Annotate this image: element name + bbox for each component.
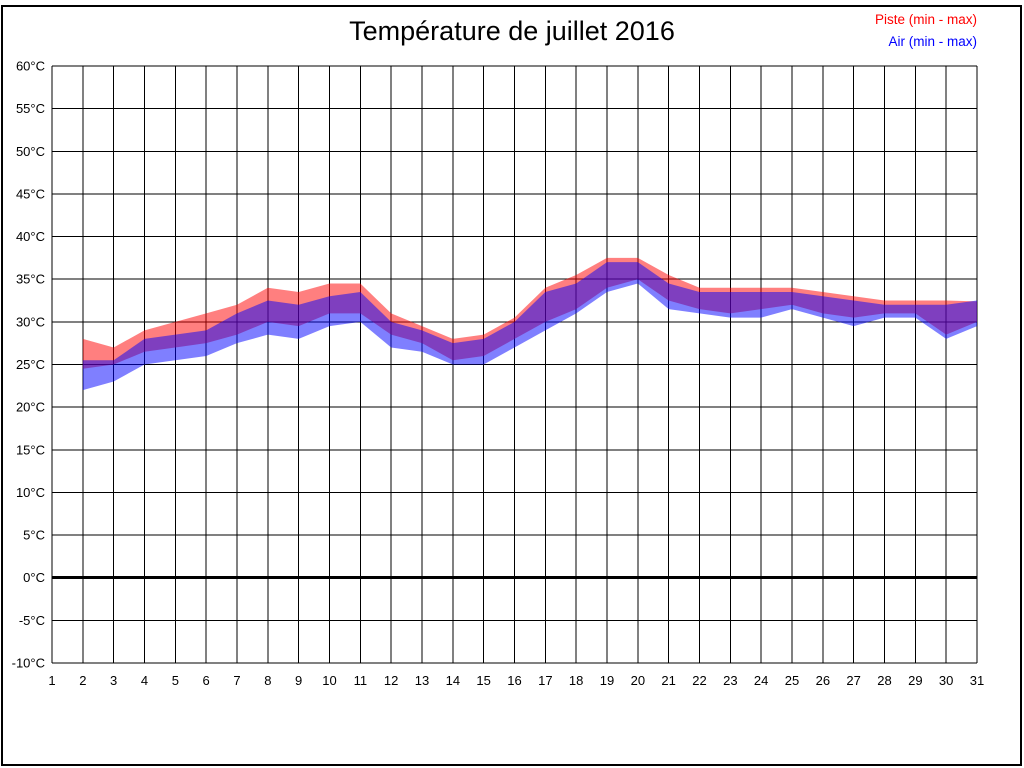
x-axis-tick-label: 27 xyxy=(846,673,860,688)
y-axis-tick-label: 50°C xyxy=(16,144,45,159)
y-axis-tick-label: 40°C xyxy=(16,229,45,244)
y-axis-tick-label: 10°C xyxy=(16,485,45,500)
x-axis-tick-label: 1 xyxy=(48,673,55,688)
y-axis-tick-label: 15°C xyxy=(16,442,45,457)
x-axis-tick-label: 11 xyxy=(354,673,368,688)
y-axis-tick-label: -5°C xyxy=(19,613,45,628)
x-axis-tick-label: 24 xyxy=(754,673,768,688)
x-axis-tick-label: 25 xyxy=(785,673,799,688)
x-axis-tick-label: 5 xyxy=(172,673,179,688)
y-axis-tick-label: 5°C xyxy=(23,528,45,543)
x-axis-tick-label: 15 xyxy=(476,673,490,688)
x-axis-tick-label: 13 xyxy=(415,673,429,688)
x-axis-tick-label: 8 xyxy=(264,673,271,688)
legend-item-piste: Piste (min - max) xyxy=(874,12,977,27)
y-axis-tick-label: 55°C xyxy=(16,101,45,116)
chart-legend: Piste (min - max) Air (min - max) xyxy=(875,9,977,53)
x-axis-tick-label: 29 xyxy=(908,673,922,688)
x-axis-tick-label: 20 xyxy=(631,673,645,688)
y-axis-tick-label: 45°C xyxy=(16,186,45,201)
y-axis-tick-label: 25°C xyxy=(16,357,45,372)
y-axis-tick-label: 30°C xyxy=(16,314,45,329)
x-axis-tick-label: 18 xyxy=(569,673,583,688)
x-axis-tick-label: 23 xyxy=(723,673,737,688)
x-axis-tick-label: 14 xyxy=(446,673,460,688)
y-axis-tick-label: 60°C xyxy=(16,59,45,74)
x-axis-tick-label: 9 xyxy=(295,673,302,688)
x-axis-tick-label: 17 xyxy=(538,673,552,688)
x-axis-tick-label: 4 xyxy=(141,673,148,688)
y-axis-tick-label: 0°C xyxy=(23,570,45,585)
x-axis-tick-label: 3 xyxy=(110,673,117,688)
x-axis-tick-label: 30 xyxy=(939,673,953,688)
legend-item-air: Air (min - max) xyxy=(888,34,978,49)
y-axis-tick-label: -10°C xyxy=(12,656,45,671)
chart-title: Température de juillet 2016 xyxy=(349,16,675,46)
y-axis-tick-label: 35°C xyxy=(16,272,45,287)
x-axis-tick-label: 21 xyxy=(661,673,675,688)
x-axis-tick-label: 19 xyxy=(600,673,614,688)
air-minmax-band xyxy=(82,262,978,391)
x-axis-tick-label: 2 xyxy=(79,673,86,688)
y-axis-tick-label: 20°C xyxy=(16,400,45,415)
x-axis-tick-label: 7 xyxy=(233,673,240,688)
x-axis-tick-label: 22 xyxy=(692,673,706,688)
x-axis-tick-label: 28 xyxy=(877,673,891,688)
x-axis-tick-label: 26 xyxy=(816,673,830,688)
x-axis-tick-label: 16 xyxy=(507,673,521,688)
x-axis-tick-label: 12 xyxy=(384,673,398,688)
x-axis-tick-label: 10 xyxy=(322,673,336,688)
x-axis-tick-label: 6 xyxy=(203,673,210,688)
x-axis-tick-label: 31 xyxy=(970,673,984,688)
